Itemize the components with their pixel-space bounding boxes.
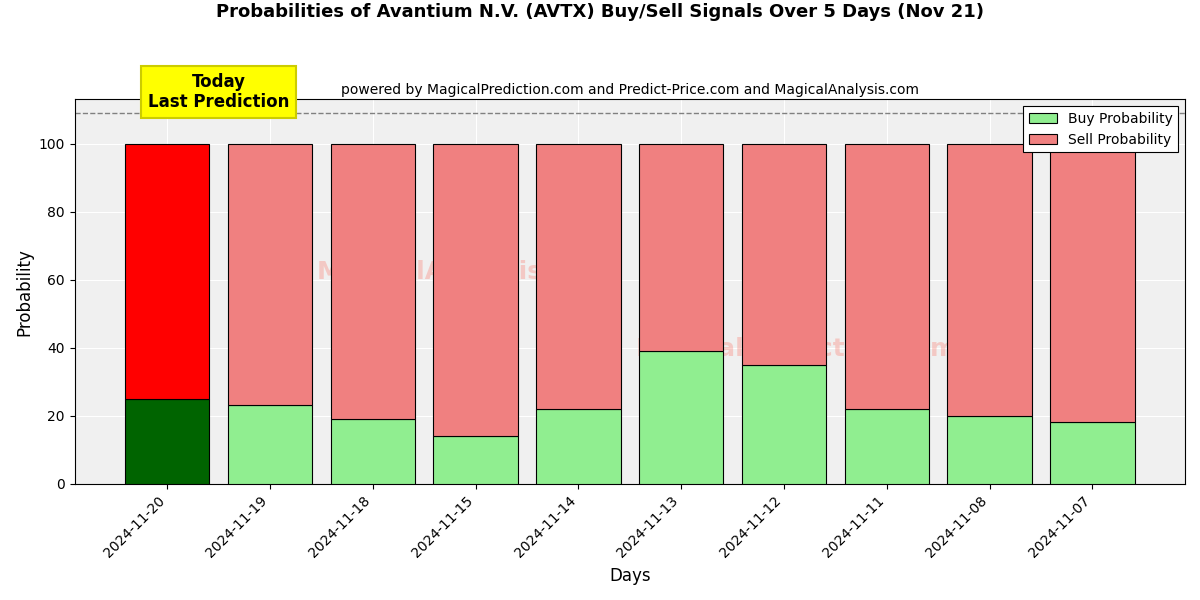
Bar — [228, 143, 312, 406]
Text: Probabilities of Avantium N.V. (AVTX) Buy/Sell Signals Over 5 Days (Nov 21): Probabilities of Avantium N.V. (AVTX) Bu… — [216, 3, 984, 21]
Bar — [331, 143, 415, 419]
Bar — [948, 416, 1032, 484]
Bar — [536, 143, 620, 409]
Bar — [845, 143, 929, 409]
Bar — [742, 365, 826, 484]
Bar — [536, 409, 620, 484]
Text: Today
Last Prediction: Today Last Prediction — [148, 73, 289, 112]
Title: powered by MagicalPrediction.com and Predict-Price.com and MagicalAnalysis.com: powered by MagicalPrediction.com and Pre… — [341, 83, 919, 97]
Legend: Buy Probability, Sell Probability: Buy Probability, Sell Probability — [1024, 106, 1178, 152]
Bar — [125, 398, 210, 484]
Bar — [742, 143, 826, 365]
Bar — [433, 143, 517, 436]
Text: MagicalAnalysis.com: MagicalAnalysis.com — [317, 260, 610, 284]
Bar — [640, 351, 724, 484]
Bar — [433, 436, 517, 484]
Bar — [125, 143, 210, 398]
Bar — [228, 406, 312, 484]
X-axis label: Days: Days — [610, 567, 650, 585]
Bar — [948, 143, 1032, 416]
Bar — [1050, 422, 1134, 484]
Bar — [1050, 143, 1134, 422]
Y-axis label: Probability: Probability — [16, 248, 34, 335]
Bar — [331, 419, 415, 484]
Text: MagicalPrediction.com: MagicalPrediction.com — [636, 337, 958, 361]
Bar — [845, 409, 929, 484]
Bar — [640, 143, 724, 351]
